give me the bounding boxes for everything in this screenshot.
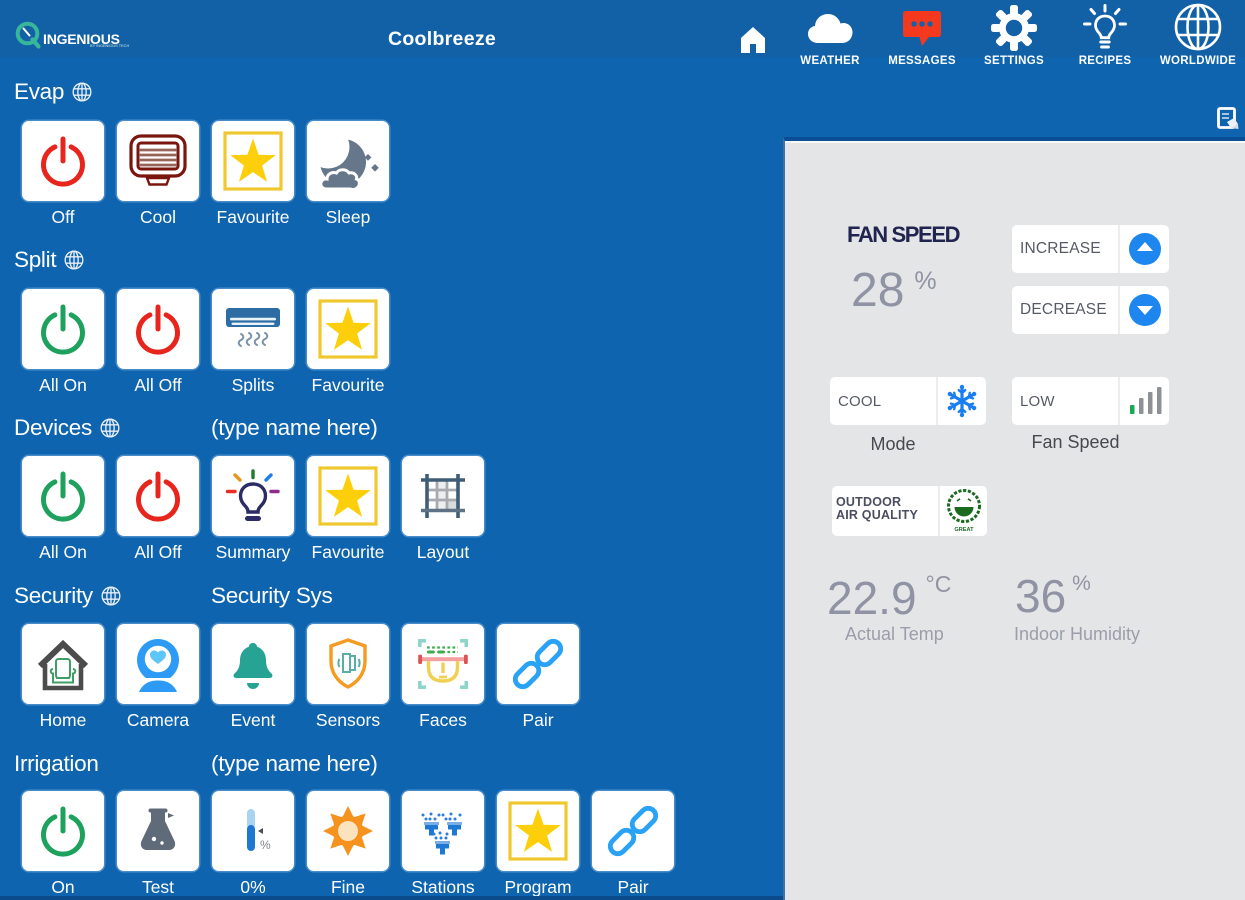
svg-text:GREAT: GREAT bbox=[954, 527, 974, 533]
svg-text:%: % bbox=[260, 838, 271, 852]
